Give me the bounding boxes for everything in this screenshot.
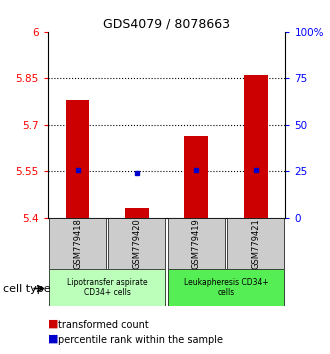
Text: Lipotransfer aspirate
CD34+ cells: Lipotransfer aspirate CD34+ cells <box>67 278 148 297</box>
Bar <box>49 218 106 269</box>
Bar <box>66 100 89 218</box>
Bar <box>109 218 165 269</box>
Bar <box>184 136 208 218</box>
Text: percentile rank within the sample: percentile rank within the sample <box>58 335 223 345</box>
Text: GSM779421: GSM779421 <box>251 218 260 269</box>
Bar <box>168 269 284 306</box>
Text: ■: ■ <box>48 319 58 329</box>
Bar <box>49 269 165 306</box>
Bar <box>227 218 284 269</box>
Bar <box>125 209 149 218</box>
Text: transformed count: transformed count <box>58 320 148 330</box>
Text: ■: ■ <box>48 334 58 344</box>
Title: GDS4079 / 8078663: GDS4079 / 8078663 <box>103 18 230 31</box>
Text: cell type: cell type <box>3 284 51 293</box>
Text: Leukapheresis CD34+
cells: Leukapheresis CD34+ cells <box>184 278 268 297</box>
Bar <box>168 218 225 269</box>
Bar <box>244 75 268 218</box>
Text: GSM779418: GSM779418 <box>73 218 82 269</box>
Text: GSM779419: GSM779419 <box>192 218 201 269</box>
Text: GSM779420: GSM779420 <box>132 218 142 269</box>
